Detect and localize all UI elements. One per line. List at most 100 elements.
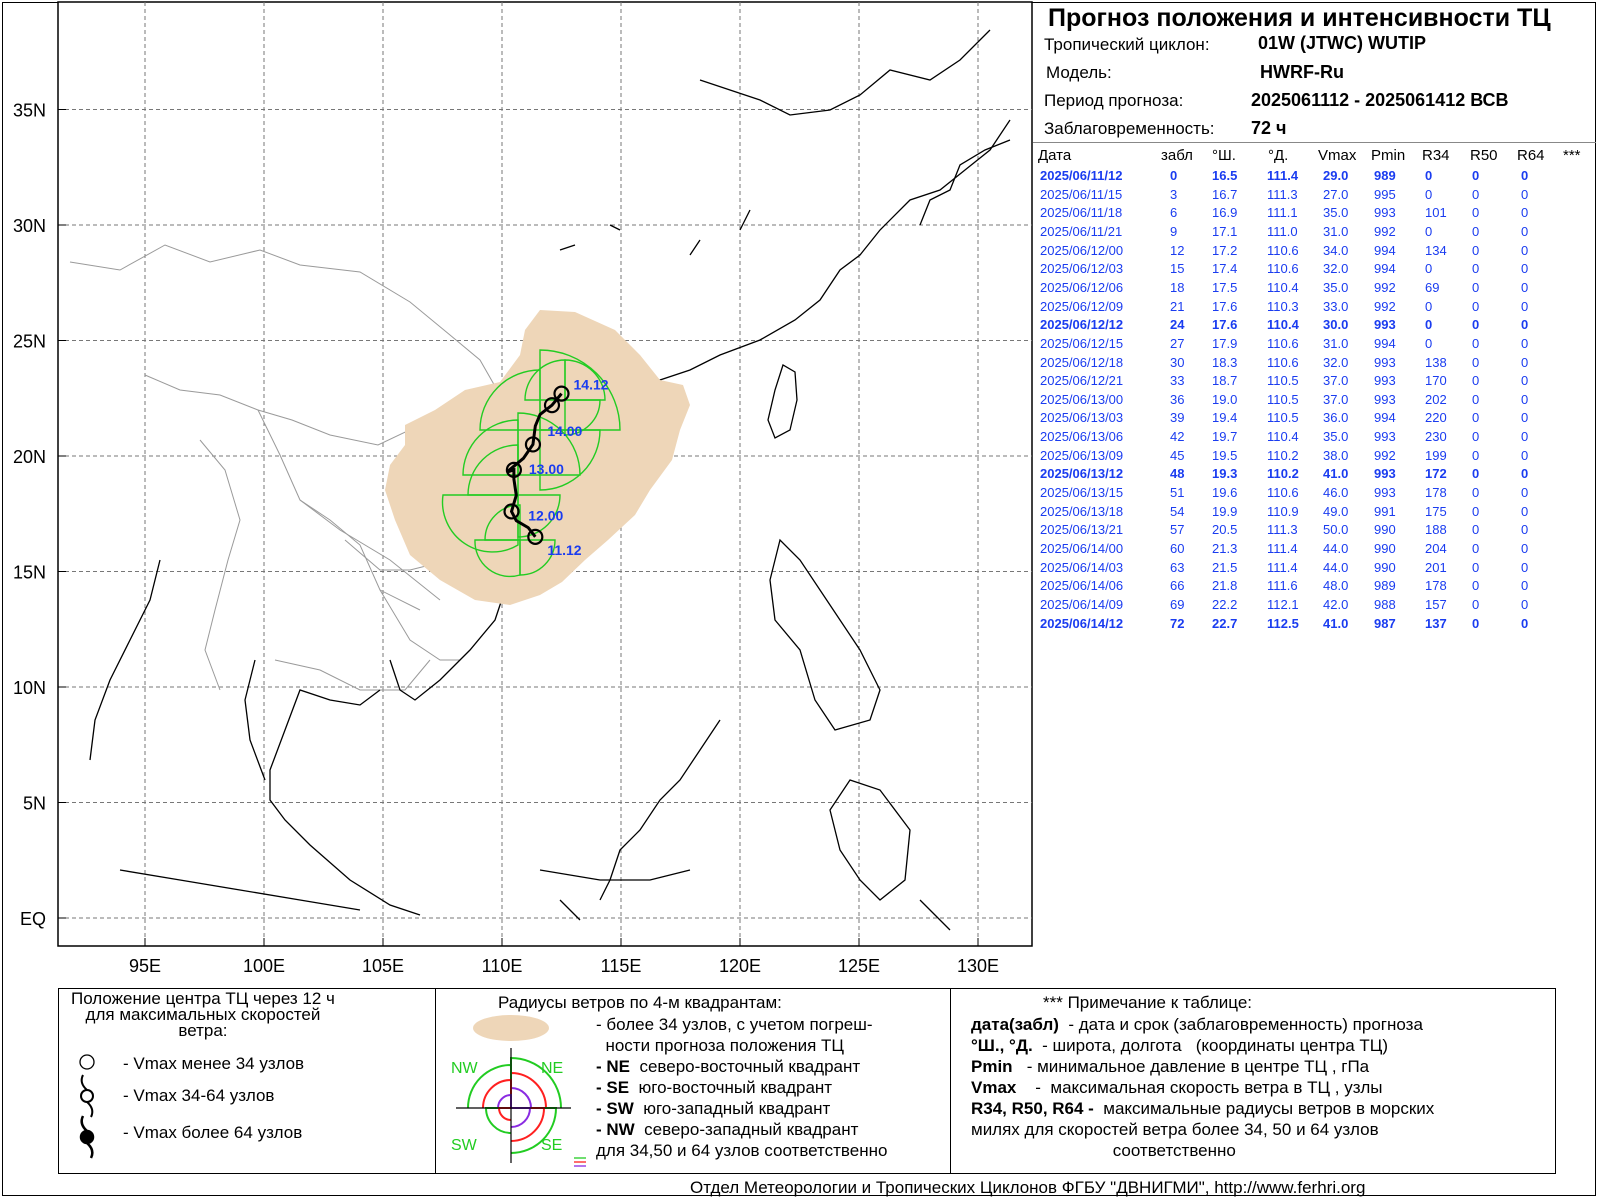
legend-note-line: соответственно (971, 1141, 1236, 1160)
lead-label: Заблаговременность: (1044, 119, 1215, 138)
table-cell-r34: 188 (1425, 522, 1447, 538)
table-cell-vmax: 30.0 (1323, 317, 1349, 333)
track-date-label: 14.00 (547, 423, 582, 439)
table-cell-lon: 111.3 (1267, 186, 1298, 202)
table-cell-vmax: 32.0 (1323, 261, 1349, 277)
lon-label: 130E (957, 956, 999, 976)
table-cell-date: 2025/06/13/21 (1040, 522, 1124, 538)
lat-label: 30N (13, 216, 46, 236)
storm-marker-icon (80, 1074, 94, 1118)
cyclone-track-map: 95E 100E 105E 110E 115E 120E 125E 130E 35N 30N 25N… (13, 1, 1033, 977)
footer-credit: Отдел Метеорологии и Тропических Циклоно… (690, 1178, 1366, 1197)
table-cell-date: 2025/06/12/09 (1040, 298, 1124, 314)
table-cell-date: 2025/06/13/15 (1040, 485, 1124, 501)
table-cell-r34: 0 (1425, 335, 1433, 351)
table-cell-pmin: 993 (1374, 391, 1396, 407)
lon-label: 100E (243, 956, 285, 976)
table-cell-r64: 0 (1521, 317, 1529, 333)
table-cell-pmin: 990 (1374, 522, 1396, 538)
table-cell-lat: 17.9 (1212, 335, 1238, 351)
table-cell-vmax: 37.0 (1323, 391, 1349, 407)
table-cell-r64: 0 (1521, 186, 1529, 202)
table-cell-lat: 17.1 (1212, 223, 1238, 239)
table-cell-r50: 0 (1472, 522, 1480, 538)
table-cell-pmin: 994 (1374, 410, 1396, 426)
table-cell-vmax: 48.0 (1323, 578, 1349, 594)
table-cell-lat: 19.5 (1212, 447, 1238, 463)
table-cell-vmax: 31.0 (1323, 223, 1349, 239)
legend-note-line: °Ш., °Д. - широта, долгота (координаты ц… (971, 1036, 1389, 1055)
table-cell-r34: 0 (1425, 298, 1433, 314)
table-cell-r50: 0 (1472, 186, 1480, 202)
table-cell-date: 2025/06/13/03 (1040, 410, 1124, 426)
table-header-cell: *** (1563, 147, 1581, 164)
lat-label: 25N (13, 332, 46, 352)
table-cell-lat: 22.7 (1212, 615, 1238, 631)
legend-track-item-3: - Vmax более 64 узлов (123, 1123, 303, 1142)
legend-wind-line: - NW северо-западный квадрант (596, 1120, 859, 1139)
table-cell-r64: 0 (1521, 429, 1529, 445)
period-label: Период прогноза: (1044, 91, 1184, 110)
table-cell-vmax: 27.0 (1323, 186, 1349, 202)
table-cell-r64: 0 (1521, 354, 1529, 370)
table-cell-r64: 0 (1521, 503, 1529, 519)
table-cell-r50: 0 (1472, 223, 1480, 239)
table-cell-r64: 0 (1521, 559, 1529, 575)
table-cell-lead: 21 (1170, 298, 1185, 314)
table-cell-vmax: 50.0 (1323, 522, 1349, 538)
table-cell-vmax: 44.0 (1323, 541, 1349, 556)
table-cell-r64: 0 (1521, 447, 1529, 463)
table-cell-r50: 0 (1472, 168, 1480, 183)
table-cell-pmin: 993 (1374, 429, 1396, 445)
axis-labels: 95E 100E 105E 110E 115E 120E 125E 130E 35N 30N 25N… (13, 101, 999, 977)
track-position-marker (527, 528, 544, 545)
table-cell-r34: 0 (1425, 223, 1433, 239)
table-cell-lat: 19.3 (1212, 466, 1238, 482)
table-cell-lead: 39 (1170, 410, 1185, 426)
table-cell-r64: 0 (1521, 373, 1529, 389)
table-cell-lat: 19.4 (1212, 410, 1238, 426)
table-cell-r64: 0 (1521, 168, 1529, 183)
lat-label: 15N (13, 563, 46, 583)
table-cell-lat: 19.0 (1212, 391, 1238, 407)
table-cell-r50: 0 (1472, 559, 1480, 575)
table-cell-date: 2025/06/13/00 (1040, 391, 1124, 407)
table-cell-date: 2025/06/12/12 (1040, 317, 1124, 333)
legend-note-line: Pmin - минимальное давление в центре ТЦ … (971, 1057, 1370, 1076)
table-cell-r34: 178 (1425, 578, 1447, 594)
cyclone-value: 01W (JTWC) WUTIP (1258, 33, 1426, 53)
table-cell-pmin: 992 (1374, 223, 1396, 239)
table-cell-r64: 0 (1521, 223, 1529, 239)
table-cell-r64: 0 (1521, 335, 1529, 351)
table-cell-lead: 45 (1170, 447, 1185, 463)
table-header-cell: Pmin (1371, 147, 1406, 164)
table-cell-lead: 36 (1170, 391, 1185, 407)
table-cell-date: 2025/06/12/06 (1040, 279, 1124, 295)
legend-quadrant-diagram: NW NE SW SE (451, 1015, 586, 1167)
table-cell-lead: 51 (1170, 485, 1185, 501)
table-cell-lat: 18.3 (1212, 354, 1238, 370)
table-cell-vmax: 37.0 (1323, 373, 1349, 389)
country-borders (69, 244, 521, 691)
table-cell-lead: 15 (1170, 261, 1185, 277)
table-cell-lon: 111.4 (1267, 168, 1299, 183)
table-cell-date: 2025/06/11/12 (1040, 168, 1123, 183)
table-cell-pmin: 990 (1374, 559, 1396, 575)
table-cell-date: 2025/06/14/06 (1040, 578, 1124, 594)
legend-note-line: милях для скоростей ветра более 34, 50 и… (971, 1120, 1379, 1139)
table-cell-vmax: 29.0 (1323, 168, 1349, 183)
lat-label: 20N (13, 447, 46, 467)
lead-value: 72 ч (1251, 118, 1287, 138)
cyclone-track (503, 385, 570, 545)
table-cell-lat: 22.2 (1212, 596, 1238, 612)
table-cell-pmin: 994 (1374, 335, 1396, 351)
table-cell-r34: 172 (1425, 466, 1447, 482)
table-cell-pmin: 993 (1374, 485, 1396, 501)
table-cell-lon: 110.6 (1267, 242, 1299, 258)
table-cell-r64: 0 (1521, 279, 1529, 295)
table-cell-vmax: 35.0 (1323, 429, 1349, 445)
table-cell-r50: 0 (1472, 279, 1480, 295)
table-cell-r34: 134 (1425, 242, 1447, 258)
table-cell-lon: 110.6 (1267, 485, 1299, 501)
table-cell-r34: 0 (1425, 317, 1433, 333)
